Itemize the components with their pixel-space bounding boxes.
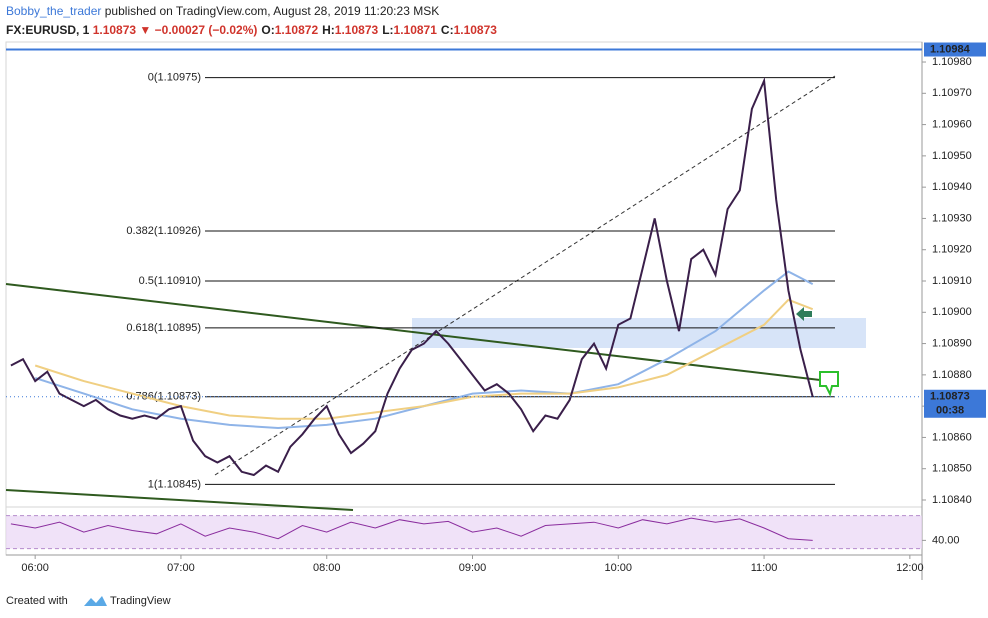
thumb-icon	[819, 371, 839, 397]
symbol: FX:EURUSD, 1	[6, 23, 90, 37]
rsi-band	[6, 515, 922, 549]
fib-label: 0.786(1.10873)	[126, 391, 201, 403]
zone-box	[412, 318, 866, 348]
x-tick-label: 12:00	[896, 562, 924, 574]
fib-label: 0.5(1.10910)	[139, 275, 201, 287]
y-tick-label: 1.10840	[932, 494, 972, 506]
x-tick-label: 07:00	[167, 562, 195, 574]
price-line	[10, 76, 814, 477]
arrow-icon	[796, 307, 812, 321]
y-tick-label: 1.10860	[932, 431, 972, 443]
y-tick-label: 1.10930	[932, 212, 972, 224]
published: published on TradingView.com, August 28,…	[105, 4, 439, 18]
ohlc-value: 1.10873	[454, 23, 498, 37]
y-tick-label: 1.10910	[932, 275, 972, 287]
y-tick-label: 1.10890	[932, 337, 972, 349]
top-label-box	[924, 42, 986, 57]
fib-label: 0.382(1.10926)	[126, 225, 201, 237]
ohlc-key: O:	[261, 23, 274, 37]
x-tick-label: 09:00	[459, 562, 487, 574]
x-tick-label: 06:00	[21, 562, 49, 574]
ohlc-value: 1.10872	[275, 23, 319, 37]
footer-brand: TradingView	[110, 595, 171, 607]
x-tick-label: 10:00	[605, 562, 633, 574]
moving-average	[34, 298, 814, 420]
rsi-label: 40.00	[932, 534, 960, 546]
logo	[84, 596, 107, 606]
main-pane: 0(1.10975) 0.382(1.10926) 0.5(1.10910) 0.61…	[10, 72, 835, 490]
x-tick-label: 11:00	[751, 562, 778, 574]
y-tick-label: 1.10950	[932, 150, 972, 162]
y-tick-label: 1.10980	[932, 56, 972, 68]
y-tick-label: 1.10940	[932, 181, 972, 193]
ohlc-value: 1.10871	[394, 23, 438, 37]
footer: Created with TradingView	[6, 595, 171, 607]
ohlc-value: 1.10873	[335, 23, 379, 37]
x-tick-label: 08:00	[313, 562, 341, 574]
ohlc-key: H:	[322, 23, 335, 37]
y-tick-label: 1.10960	[932, 118, 972, 130]
last-price-box	[924, 389, 986, 418]
change: ▼ −0.00027 (−0.02%)	[139, 23, 257, 37]
footer-prefix: Created with	[6, 595, 68, 607]
ohlc-key: L:	[382, 23, 393, 37]
y-tick-label: 1.10970	[932, 87, 972, 99]
fib-trend-line	[214, 75, 836, 476]
moving-average	[34, 270, 814, 430]
price: 1.10873	[93, 23, 137, 37]
ohlc-key: C:	[441, 23, 454, 37]
y-tick-label: 1.10920	[932, 244, 972, 256]
y-tick-label: 1.10900	[932, 306, 972, 318]
fib-label: 0.618(1.10895)	[126, 322, 201, 334]
trend-line	[5, 489, 354, 511]
fib-label: 0(1.10975)	[148, 72, 201, 84]
author: Bobby_the_trader	[6, 4, 101, 18]
fib-label: 1(1.10845)	[148, 478, 201, 490]
quote-line: FX:EURUSD, 1 1.10873 ▼ −0.00027 (−0.02%)…	[6, 23, 497, 37]
header-line: Bobby_the_trader published on TradingVie…	[6, 4, 439, 18]
countdown: 00:38	[936, 405, 964, 417]
top-label: 1.10984	[930, 43, 971, 55]
ohlc: O:1.10872 H:1.10873 L:1.10871 C:1.10873	[261, 23, 497, 37]
y-tick-label: 1.10850	[932, 463, 972, 475]
last-price-label: 1.10873	[930, 391, 970, 403]
rsi-line	[10, 517, 813, 541]
trend-line	[5, 283, 821, 381]
y-tick-label: 1.10880	[932, 369, 972, 381]
